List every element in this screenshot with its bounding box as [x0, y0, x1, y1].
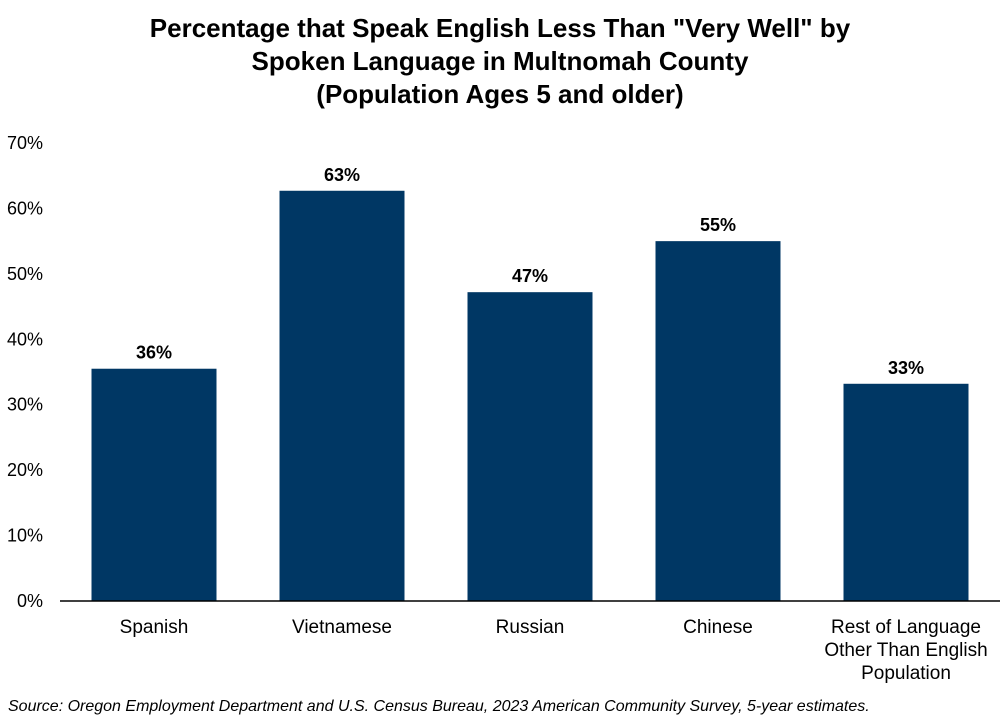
- data-label: 36%: [136, 343, 172, 363]
- data-label: 55%: [700, 215, 736, 235]
- chart-title: Percentage that Speak English Less Than …: [0, 12, 1000, 111]
- y-tick-label: 30%: [7, 395, 43, 415]
- data-label: 33%: [888, 358, 924, 378]
- y-tick-label: 60%: [7, 198, 43, 218]
- data-label: 63%: [324, 165, 360, 185]
- y-tick-label: 10%: [7, 526, 43, 546]
- x-tick-label: Vietnamese: [292, 617, 392, 638]
- x-tick-label: Other Than English: [824, 640, 987, 661]
- bar: [91, 368, 217, 601]
- bar: [279, 190, 405, 601]
- chart-title-line-2: Spoken Language in Multnomah County: [251, 46, 749, 76]
- x-tick-label: Chinese: [683, 617, 753, 638]
- y-tick-label: 20%: [7, 460, 43, 480]
- x-tick-label: Russian: [496, 617, 565, 638]
- data-label: 47%: [512, 266, 548, 286]
- chart-title-line-1: Percentage that Speak English Less Than …: [149, 13, 851, 43]
- y-tick-label: 40%: [7, 329, 43, 349]
- x-tick-label: Rest of Language: [831, 617, 981, 638]
- x-tick-label: Population: [861, 663, 951, 684]
- x-tick-label: Spanish: [120, 617, 189, 638]
- chart-title-line-3: (Population Ages 5 and older): [316, 79, 684, 109]
- bar: [843, 383, 969, 601]
- y-tick-label: 50%: [7, 264, 43, 284]
- y-tick-label: 0%: [17, 591, 43, 611]
- bar: [655, 241, 781, 601]
- y-tick-label: 70%: [7, 133, 43, 153]
- bar: [467, 292, 593, 601]
- source-note: Source: Oregon Employment Department and…: [8, 698, 870, 715]
